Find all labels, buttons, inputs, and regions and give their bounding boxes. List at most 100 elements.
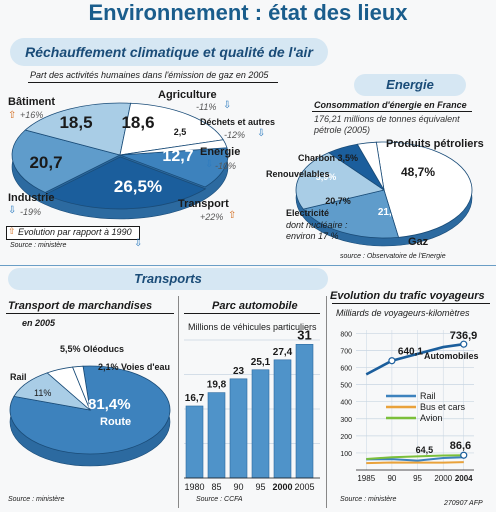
arrow-down-icon: ⇩	[257, 128, 266, 139]
pie-slice-energie	[119, 147, 229, 188]
arrow-down-icon: ⇩	[8, 205, 17, 216]
evo-industrie: -19%	[20, 207, 42, 217]
annotation-label: 64,5	[416, 445, 434, 455]
arrow-down-icon: ⇩	[134, 238, 143, 249]
value-agriculture: 18,6	[121, 113, 154, 132]
arrow-up-icon: ⇧	[228, 210, 237, 221]
x-tick-label: 95	[413, 474, 422, 483]
annotation-label: 640,1	[398, 347, 423, 358]
energie-heading: Energie	[354, 74, 466, 96]
label-automobiles: Automobiles	[424, 351, 479, 361]
x-tick-label: 1985	[357, 474, 375, 483]
value-route: 81,4%	[88, 396, 131, 413]
label-batiment: Bâtiment	[8, 96, 56, 108]
point-auto-1990	[388, 357, 396, 365]
parc-subtitle: Millions de véhicules particuliers	[188, 322, 317, 332]
y-tick-label: 300	[340, 417, 352, 424]
label-industrie: Industrie	[8, 192, 55, 204]
y-tick-label: 100	[340, 451, 352, 458]
evo-energie: -10%	[215, 161, 237, 171]
bar-value-label: 19,8	[207, 380, 227, 391]
label-voies-eau: 2,1% Voies d'eau	[98, 362, 171, 372]
label-electricite: Electricité	[286, 208, 330, 218]
x-tick-label: 1980	[184, 482, 204, 492]
pie-slice-industrie	[11, 129, 122, 193]
y-tick-label: 600	[340, 366, 352, 373]
pie-slice-transport	[44, 156, 207, 210]
legend-label: Bus et cars	[420, 402, 466, 412]
annotation-label: 86,6	[450, 440, 471, 452]
trafic-subtitle: Milliards de voyageurs-kilomètres	[336, 308, 470, 318]
marchandises-year: en 2005	[22, 318, 56, 328]
arrow-down-icon: ⇩	[223, 100, 232, 111]
climat-note: Evolution par rapport à 1990	[18, 227, 132, 237]
label-energie: Energie	[200, 146, 241, 158]
pie-slice-dechets-et-autres	[119, 139, 228, 156]
value-renouvelables: 5,9%	[316, 172, 337, 182]
bar-value-label: 23	[233, 366, 245, 377]
arrow-up-icon: ⇧	[8, 110, 17, 121]
arrow-up-icon: ⇧	[8, 226, 16, 236]
label-gaz: Gaz	[408, 236, 429, 248]
value-industrie: 20,7	[29, 153, 62, 172]
series-line-avion	[366, 454, 464, 460]
trafic-source: Source : ministère	[340, 496, 397, 503]
bar-value-label: 31	[297, 327, 311, 342]
label-route: Route	[100, 416, 132, 428]
x-tick-label: 2004	[455, 474, 473, 483]
trafic-title: Evolution du trafic voyageurs	[330, 290, 485, 302]
pie-slice-agriculture	[119, 102, 224, 156]
x-tick-label: 85	[211, 482, 221, 492]
annotation-label: 736,9	[450, 330, 478, 342]
x-tick-label: 95	[255, 482, 265, 492]
label-charbon: Charbon 3,5%	[298, 153, 359, 163]
value-petrole: 48,7%	[401, 165, 435, 179]
parc-title: Parc automobile	[212, 300, 298, 312]
parc-source: Source : CCFA	[196, 496, 243, 503]
climat-heading: Réchauffement climatique et qualité de l…	[10, 38, 328, 66]
climat-source: Source : ministère	[10, 242, 67, 249]
evo-transport: +22%	[200, 212, 224, 222]
arrow-down-icon: ⇩	[205, 159, 214, 170]
legend-label: Avion	[420, 413, 442, 423]
x-tick-label: 2005	[294, 482, 314, 492]
label-petrole: Produits pétroliers	[386, 138, 484, 150]
x-tick-label: 90	[387, 474, 396, 483]
energie-subtitle: Consommation d'énergie en France	[314, 100, 467, 110]
page-title: Environnement : état des lieux	[88, 0, 408, 25]
pie-slice-voies-d-eau	[72, 365, 91, 411]
point-auto-2004	[460, 340, 468, 348]
bar-value-label: 27,4	[273, 347, 293, 358]
x-tick-label: 90	[233, 482, 243, 492]
point-avion-2004	[460, 451, 468, 459]
afp-credit: 270907 AFP	[444, 500, 483, 507]
transports-heading: Transports	[8, 268, 328, 290]
y-tick-label: 400	[340, 400, 352, 407]
marchandises-source: Source : ministère	[8, 496, 65, 503]
value-gaz: 21,1%	[378, 207, 406, 218]
bar-value-label: 25,1	[251, 357, 271, 368]
label-rail: Rail	[10, 372, 27, 382]
evo-batiment: +16%	[20, 110, 44, 120]
label-transport: Transport	[178, 198, 229, 210]
energie-source: source : Observatoire de l'Energie	[340, 253, 446, 260]
value-rail: 11%	[34, 388, 52, 398]
pie-slice-batiment	[24, 102, 132, 156]
y-tick-label: 700	[340, 348, 352, 355]
value-electricite: 20,7%	[325, 196, 351, 206]
value-dechets: 2,5	[174, 127, 187, 137]
evo-agriculture: -11%	[196, 102, 217, 112]
pie-slice-gaz	[302, 189, 400, 239]
pie-slice-charbon	[356, 141, 385, 191]
y-tick-label: 500	[340, 383, 352, 390]
y-tick-label: 800	[340, 331, 352, 338]
value-batiment: 18,5	[59, 113, 92, 132]
pie-slice-electricite	[295, 152, 385, 210]
label-agriculture: Agriculture	[158, 89, 217, 101]
energie-detail: 176,21 millions de tonnes équivalent pét…	[314, 114, 460, 135]
